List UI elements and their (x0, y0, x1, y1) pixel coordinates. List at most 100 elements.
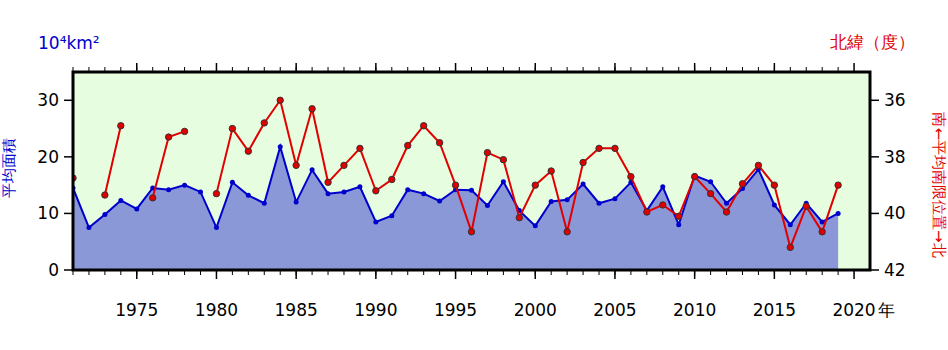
y2-label: 南←平均南限位置→北 (930, 112, 948, 257)
x-minor-tick (519, 271, 520, 275)
line-marker (596, 145, 602, 151)
line-marker (420, 123, 426, 129)
x-minor-tick (423, 67, 424, 71)
area-marker (389, 213, 394, 218)
x-minor-tick (630, 67, 631, 71)
line-marker (660, 202, 666, 208)
area-marker (612, 196, 617, 201)
area-marker (118, 198, 123, 203)
x-minor-tick (343, 67, 344, 71)
x-minor-tick (487, 271, 488, 275)
x-minor-tick (104, 67, 105, 71)
x-minor-tick (583, 67, 584, 71)
x-minor-tick (822, 67, 823, 71)
area-marker (214, 225, 219, 230)
line-marker (213, 190, 219, 196)
area-marker (405, 187, 410, 192)
line-marker (500, 156, 506, 162)
x-minor-tick (248, 67, 249, 71)
y-tick (64, 213, 72, 215)
area-marker (326, 191, 331, 196)
x-minor-tick (152, 271, 153, 275)
y2-tick-label: 42 (884, 260, 906, 280)
area-marker (230, 180, 235, 185)
y2-tick (871, 213, 879, 215)
x-tick (853, 63, 855, 71)
x-minor-tick (551, 271, 552, 275)
y-tick-label: 30 (37, 90, 59, 110)
area-marker (772, 202, 777, 207)
x-minor-tick (678, 67, 679, 71)
line-marker (309, 106, 315, 112)
line-marker (564, 229, 570, 235)
line-marker (150, 195, 156, 201)
x-minor-tick (264, 271, 265, 275)
y-tick (64, 156, 72, 158)
area-marker (278, 144, 283, 149)
line-marker (118, 123, 124, 129)
area-marker (198, 189, 203, 194)
x-minor-tick (280, 271, 281, 275)
x-minor-tick (646, 271, 647, 275)
x-minor-tick (328, 67, 329, 71)
line-marker (612, 145, 618, 151)
x-minor-tick (678, 271, 679, 275)
line-marker (532, 182, 538, 188)
x-minor-tick (790, 67, 791, 71)
area-marker (565, 197, 570, 202)
x-minor-tick (248, 271, 249, 275)
line (105, 100, 838, 247)
line-marker (755, 162, 761, 168)
y-tick-label: 10 (37, 203, 59, 223)
y-tick (64, 100, 72, 102)
x-minor-tick (599, 67, 600, 71)
x-minor-tick (343, 271, 344, 275)
line-marker (165, 134, 171, 140)
area-marker (549, 199, 554, 204)
x-minor-tick (359, 67, 360, 71)
x-minor-tick (806, 271, 807, 275)
x-minor-tick (646, 67, 647, 71)
area-marker (246, 193, 251, 198)
x-tick (375, 63, 377, 71)
x-minor-tick (503, 67, 504, 71)
x-tick (774, 63, 776, 71)
y-unit: 10⁴km² (38, 33, 100, 53)
x-tick-label: 2015 (753, 300, 796, 320)
area-line (73, 147, 838, 228)
x-minor-tick (359, 271, 360, 275)
area-marker (134, 206, 139, 211)
x-minor-tick (423, 271, 424, 275)
x-tick (455, 63, 457, 71)
x-minor-tick (726, 271, 727, 275)
x-minor-tick (328, 271, 329, 275)
line-marker (357, 145, 363, 151)
line-marker (787, 244, 793, 250)
line-marker (803, 203, 809, 209)
y-tick (64, 269, 72, 271)
x-minor-tick (742, 67, 743, 71)
x-minor-tick (88, 67, 89, 71)
x-minor-tick (838, 67, 839, 71)
x-minor-tick (758, 67, 759, 71)
x-tick (455, 271, 457, 279)
line-marker (484, 149, 490, 155)
y-label: 平均面積 (0, 138, 18, 198)
x-tick-label: 2020 (832, 300, 875, 320)
x-minor-tick (551, 67, 552, 71)
x-tick (694, 271, 696, 279)
x-minor-tick (232, 67, 233, 71)
line-marker (723, 209, 729, 215)
y2-tick-label: 40 (884, 203, 906, 223)
x-minor-tick (662, 67, 663, 71)
line-marker (739, 181, 745, 187)
x-tick (375, 271, 377, 279)
x-tick (614, 271, 616, 279)
x-minor-tick (519, 67, 520, 71)
x-minor-tick (758, 271, 759, 275)
x-tick-label: 1995 (434, 300, 477, 320)
x-minor-tick (280, 67, 281, 71)
x-minor-tick (312, 67, 313, 71)
x-minor-tick (806, 67, 807, 71)
area-marker (182, 183, 187, 188)
